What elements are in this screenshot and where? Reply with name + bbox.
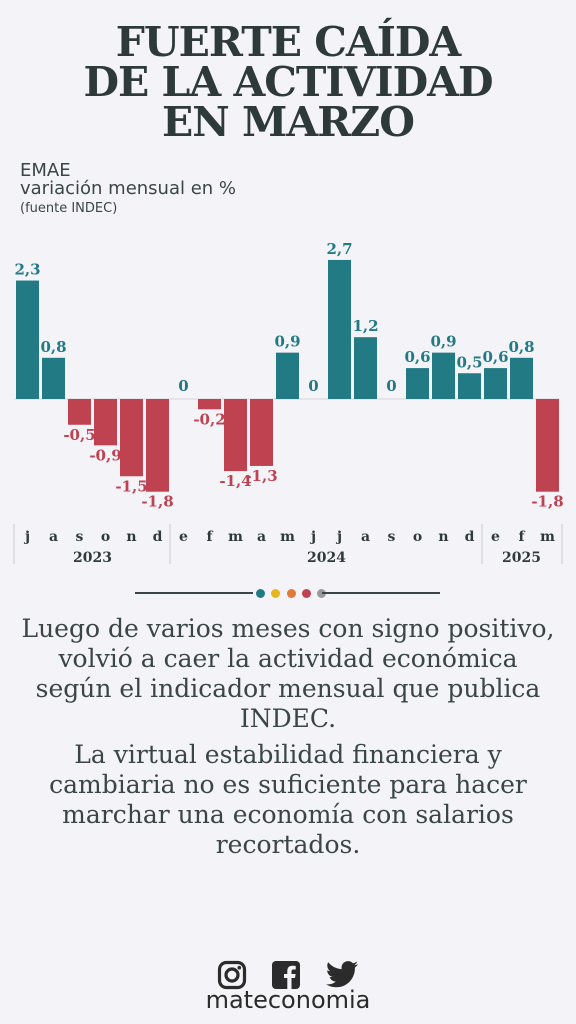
x-tick-label: n — [126, 529, 136, 545]
facebook-icon[interactable] — [271, 960, 301, 990]
bar-chart: 2,30,8-0,5-0,9-1,5-1,80-0,2-1,4-1,30,902… — [13, 240, 564, 566]
x-tick-label: e — [179, 529, 188, 545]
chart-bar — [354, 337, 377, 399]
divider-dot — [286, 588, 296, 598]
x-tick-label: a — [257, 529, 266, 545]
paragraph-1: Luego de varios meses con signo positivo… — [21, 614, 555, 733]
data-label: 0,6 — [404, 348, 430, 366]
chart-bar — [120, 399, 143, 477]
divider-line-right — [322, 592, 440, 594]
data-label: -1,8 — [531, 493, 563, 511]
chart-bar — [536, 399, 559, 492]
data-label: 0 — [308, 377, 318, 395]
x-tick-label: e — [491, 529, 500, 545]
data-label: 0,6 — [482, 348, 508, 366]
page-title: FUERTE CAÍDA DE LA ACTIVIDAD EN MARZO — [0, 18, 576, 146]
x-tick-label: m — [228, 529, 243, 545]
data-label: -0,5 — [63, 426, 95, 444]
chart-bar — [406, 368, 429, 399]
year-label: 2025 — [502, 550, 541, 566]
data-label: -1,3 — [245, 467, 277, 485]
x-tick-label: a — [49, 529, 58, 545]
data-label: 0,5 — [456, 353, 482, 371]
data-label: -0,9 — [89, 446, 121, 464]
data-label: 1,2 — [352, 317, 378, 335]
x-tick-label: s — [76, 529, 84, 545]
x-tick-label: j — [335, 529, 342, 545]
divider-dot — [271, 588, 281, 598]
social-links — [0, 958, 576, 992]
title-line-1: FUERTE CAÍDA — [115, 18, 462, 66]
x-tick-label: a — [361, 529, 370, 545]
chart-subtitle-source: (fuente INDEC) — [20, 201, 118, 216]
paragraph-2: La virtual estabilidad financiera y camb… — [49, 740, 527, 859]
chart-bar — [458, 373, 481, 399]
chart-bar — [276, 352, 299, 399]
x-tick-label: f — [206, 529, 213, 545]
data-label: 0 — [386, 377, 396, 395]
x-tick-label: d — [153, 529, 163, 545]
x-tick-label: j — [23, 529, 30, 545]
chart-bar — [16, 280, 39, 399]
data-label: 0,9 — [430, 333, 456, 351]
twitter-icon[interactable] — [325, 960, 359, 990]
divider-line-left — [135, 592, 253, 594]
data-label: 0,8 — [508, 338, 534, 356]
divider-dots — [256, 588, 326, 598]
chart-bar — [510, 357, 533, 399]
year-label: 2023 — [73, 550, 112, 566]
data-label: 0 — [178, 377, 188, 395]
chart-bar — [42, 357, 65, 399]
data-label: -1,8 — [141, 493, 173, 511]
year-label: 2024 — [307, 550, 346, 566]
chart-bar — [432, 352, 455, 399]
x-tick-label: m — [540, 529, 555, 545]
title-line-3: EN MARZO — [162, 98, 415, 146]
data-label: 0,9 — [274, 333, 300, 351]
divider-dot — [256, 588, 265, 598]
brand-name: mateconomia — [205, 986, 371, 1014]
section-divider — [135, 583, 440, 603]
data-label: 2,7 — [326, 240, 352, 258]
data-label: -0,2 — [193, 410, 225, 428]
divider-dot — [317, 588, 326, 598]
chart-bar — [250, 399, 273, 466]
chart-bar — [68, 399, 91, 425]
x-tick-label: f — [518, 529, 525, 545]
instagram-icon[interactable] — [217, 960, 247, 990]
x-tick-label: m — [280, 529, 295, 545]
x-tick-label: o — [413, 529, 422, 545]
data-label: 2,3 — [14, 261, 40, 279]
chart-bar — [484, 368, 507, 399]
chart-bar — [224, 399, 247, 472]
x-tick-label: s — [388, 529, 396, 545]
data-label: -1,4 — [219, 472, 251, 490]
chart-subtitle-indicator: EMAE — [20, 160, 71, 181]
x-tick-label: n — [438, 529, 448, 545]
title-line-2: DE LA ACTIVIDAD — [83, 58, 493, 106]
x-tick-label: o — [101, 529, 110, 545]
x-tick-label: j — [309, 529, 316, 545]
chart-subtitle-unit: variación mensual en % — [20, 178, 237, 199]
chart-bar — [198, 399, 221, 410]
chart-bar — [94, 399, 117, 446]
data-label: 0,8 — [40, 338, 66, 356]
x-tick-label: d — [465, 529, 475, 545]
chart-bar — [146, 399, 169, 492]
data-label: -1,5 — [115, 477, 147, 495]
chart-bar — [328, 259, 351, 399]
divider-dot — [301, 588, 311, 598]
